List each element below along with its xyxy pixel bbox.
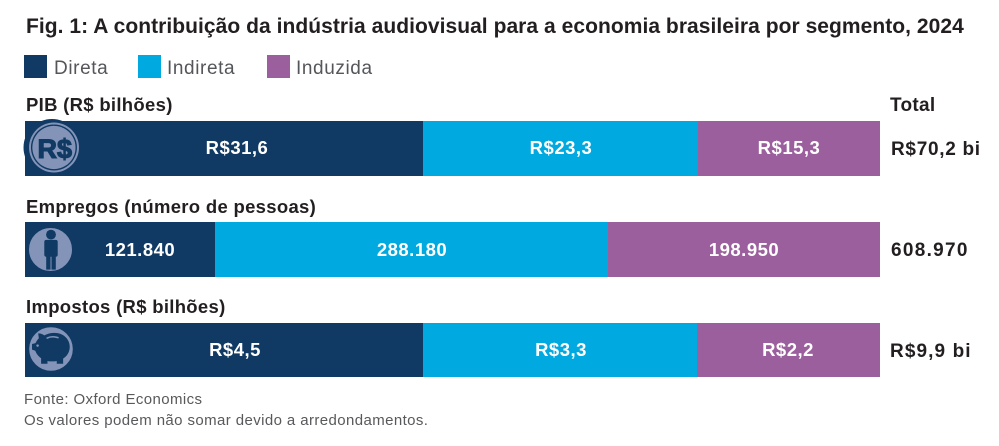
svg-text:R$: R$ — [38, 134, 73, 164]
